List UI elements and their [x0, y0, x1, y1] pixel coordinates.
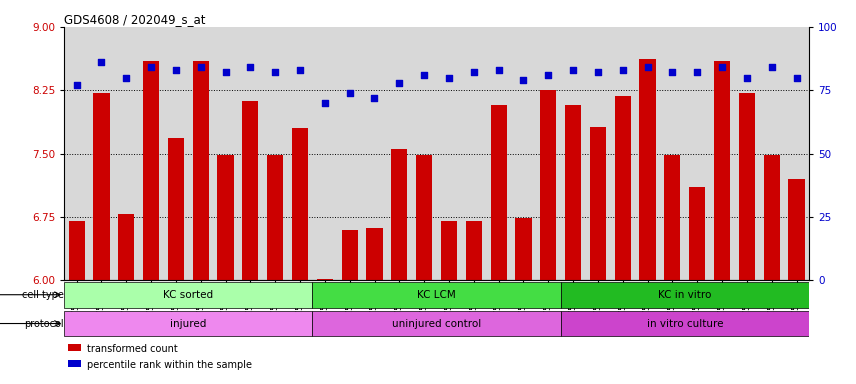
- Point: [367, 95, 381, 101]
- Text: KC in vitro: KC in vitro: [658, 290, 711, 300]
- Point: [467, 70, 480, 76]
- Point: [417, 72, 431, 78]
- Bar: [391, 149, 407, 280]
- Point: [268, 70, 282, 76]
- Bar: [540, 90, 556, 280]
- Point: [566, 67, 580, 73]
- Point: [144, 65, 158, 71]
- Bar: [788, 179, 805, 280]
- Text: in vitro culture: in vitro culture: [646, 318, 723, 329]
- Bar: [168, 138, 184, 280]
- Bar: [317, 279, 333, 280]
- Bar: [515, 218, 532, 280]
- Text: cell type: cell type: [22, 290, 64, 300]
- Text: transformed count: transformed count: [86, 344, 177, 354]
- Bar: [561, 311, 809, 336]
- Text: uninjured control: uninjured control: [392, 318, 481, 329]
- Bar: [143, 61, 159, 280]
- Point: [243, 65, 257, 71]
- Text: protocol: protocol: [25, 318, 64, 329]
- Point: [640, 65, 654, 71]
- Bar: [93, 93, 110, 280]
- Bar: [68, 221, 85, 280]
- Point: [690, 70, 704, 76]
- Bar: [193, 61, 209, 280]
- Bar: [267, 155, 283, 280]
- Bar: [68, 344, 81, 351]
- Text: KC sorted: KC sorted: [163, 290, 213, 300]
- Bar: [312, 282, 561, 308]
- Point: [665, 70, 679, 76]
- Point: [715, 65, 728, 71]
- Point: [293, 67, 306, 73]
- Point: [764, 65, 778, 71]
- Bar: [68, 360, 81, 367]
- Point: [491, 67, 505, 73]
- Bar: [312, 311, 561, 336]
- Point: [541, 72, 555, 78]
- Bar: [366, 228, 383, 280]
- Point: [119, 74, 133, 81]
- Bar: [639, 59, 656, 280]
- Text: GDS4608 / 202049_s_at: GDS4608 / 202049_s_at: [64, 13, 205, 26]
- Bar: [615, 96, 631, 280]
- Bar: [64, 311, 312, 336]
- Bar: [217, 155, 234, 280]
- Point: [193, 65, 207, 71]
- Bar: [242, 101, 259, 280]
- Point: [615, 67, 629, 73]
- Bar: [664, 155, 681, 280]
- Bar: [64, 282, 312, 308]
- Text: injured: injured: [170, 318, 206, 329]
- Bar: [714, 61, 730, 280]
- Bar: [441, 221, 457, 280]
- Bar: [739, 93, 755, 280]
- Point: [318, 100, 331, 106]
- Bar: [565, 104, 581, 280]
- Text: KC LCM: KC LCM: [417, 290, 456, 300]
- Point: [740, 74, 753, 81]
- Text: percentile rank within the sample: percentile rank within the sample: [86, 360, 252, 370]
- Point: [392, 79, 406, 86]
- Bar: [590, 127, 606, 280]
- Bar: [292, 128, 308, 280]
- Point: [516, 77, 530, 83]
- Point: [789, 74, 803, 81]
- Bar: [561, 282, 809, 308]
- Bar: [342, 230, 358, 280]
- Bar: [764, 155, 780, 280]
- Bar: [490, 104, 507, 280]
- Point: [169, 67, 182, 73]
- Point: [342, 90, 356, 96]
- Bar: [689, 187, 705, 280]
- Bar: [466, 221, 482, 280]
- Point: [94, 59, 108, 65]
- Point: [218, 70, 232, 76]
- Bar: [416, 155, 432, 280]
- Point: [442, 74, 455, 81]
- Point: [591, 70, 604, 76]
- Bar: [118, 214, 134, 280]
- Point: [69, 82, 83, 88]
